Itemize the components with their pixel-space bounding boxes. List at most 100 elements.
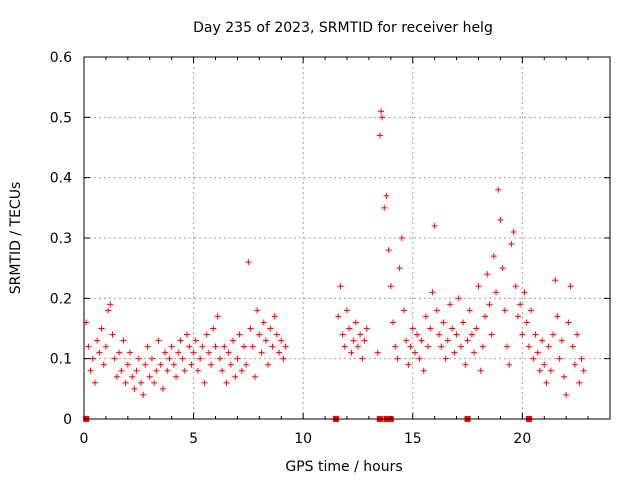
data-point xyxy=(403,337,410,344)
data-point xyxy=(436,331,443,338)
data-point xyxy=(245,259,252,266)
data-point xyxy=(379,114,386,121)
data-point xyxy=(232,373,239,380)
data-point xyxy=(173,373,180,380)
data-point xyxy=(271,313,278,320)
data-point xyxy=(473,325,480,332)
data-point xyxy=(234,355,241,362)
data-point xyxy=(390,319,397,326)
y-axis-label: SRMTID / TECUs xyxy=(8,182,24,295)
data-point xyxy=(506,361,513,368)
data-point xyxy=(552,277,559,284)
data-point xyxy=(344,307,350,314)
data-point xyxy=(519,331,526,338)
data-point xyxy=(569,343,576,350)
data-point xyxy=(468,331,475,338)
data-point xyxy=(151,379,158,386)
data-point xyxy=(116,349,123,356)
data-point xyxy=(273,331,280,338)
data-point xyxy=(376,132,383,139)
data-point xyxy=(337,283,344,290)
data-point xyxy=(497,216,504,223)
data-point xyxy=(238,367,245,374)
data-point xyxy=(190,349,197,356)
data-point xyxy=(422,313,429,320)
data-point xyxy=(453,331,460,338)
data-point xyxy=(129,373,136,380)
data-point xyxy=(335,313,342,320)
data-point xyxy=(545,343,552,350)
data-point xyxy=(411,349,418,356)
data-point xyxy=(230,337,237,344)
data-point xyxy=(541,361,548,368)
data-point xyxy=(354,343,361,350)
data-point xyxy=(447,301,454,308)
data-point xyxy=(159,385,166,392)
data-point xyxy=(210,325,217,332)
data-point xyxy=(282,343,289,350)
data-point xyxy=(111,355,118,362)
grid-lines xyxy=(84,57,610,419)
data-point xyxy=(341,343,348,350)
chart-title: Day 235 of 2023, SRMTID for receiver hel… xyxy=(193,20,493,36)
data-point xyxy=(102,343,109,350)
data-point xyxy=(521,289,528,296)
data-point xyxy=(517,301,524,308)
data-point xyxy=(377,108,384,115)
y-tick-label: 0.6 xyxy=(50,50,72,66)
data-point xyxy=(460,319,467,326)
data-point xyxy=(539,337,546,344)
x-axis-label: GPS time / hours xyxy=(285,459,402,475)
data-point xyxy=(109,331,116,338)
data-point xyxy=(508,241,515,248)
data-points xyxy=(83,108,587,422)
data-point xyxy=(554,313,561,320)
data-point xyxy=(179,355,186,362)
data-point xyxy=(107,301,114,308)
data-point xyxy=(168,343,175,350)
data-point xyxy=(192,337,199,344)
data-point xyxy=(431,222,438,229)
data-point xyxy=(146,373,153,380)
data-point xyxy=(409,325,416,332)
data-point xyxy=(201,379,208,386)
data-point xyxy=(444,337,451,344)
data-point xyxy=(514,313,521,320)
data-point xyxy=(385,247,392,254)
data-point xyxy=(571,361,578,368)
data-point xyxy=(523,319,530,326)
data-point xyxy=(96,349,103,356)
data-point xyxy=(100,361,107,368)
data-point xyxy=(525,343,532,350)
data-point xyxy=(532,331,539,338)
data-point xyxy=(556,355,563,362)
y-tick-label: 0 xyxy=(63,412,72,428)
data-point xyxy=(236,331,243,338)
data-point xyxy=(574,331,581,338)
data-point xyxy=(221,343,228,350)
data-point xyxy=(153,367,160,374)
data-point xyxy=(361,337,368,344)
data-point xyxy=(247,325,254,332)
data-point xyxy=(170,361,177,368)
data-point xyxy=(392,343,399,350)
data-point xyxy=(493,289,500,296)
data-point xyxy=(479,343,486,350)
data-point xyxy=(438,343,445,350)
data-point xyxy=(394,355,401,362)
data-point xyxy=(536,367,543,374)
data-point xyxy=(457,343,464,350)
data-point xyxy=(427,325,434,332)
data-point xyxy=(85,343,92,350)
data-point xyxy=(471,349,478,356)
data-point xyxy=(512,283,519,290)
data-point xyxy=(576,379,583,386)
data-point xyxy=(449,325,456,332)
x-tick-label: 20 xyxy=(513,431,531,447)
data-point xyxy=(177,337,184,344)
data-point xyxy=(212,343,219,350)
data-point xyxy=(558,337,565,344)
data-point xyxy=(262,337,269,344)
data-point xyxy=(486,301,493,308)
